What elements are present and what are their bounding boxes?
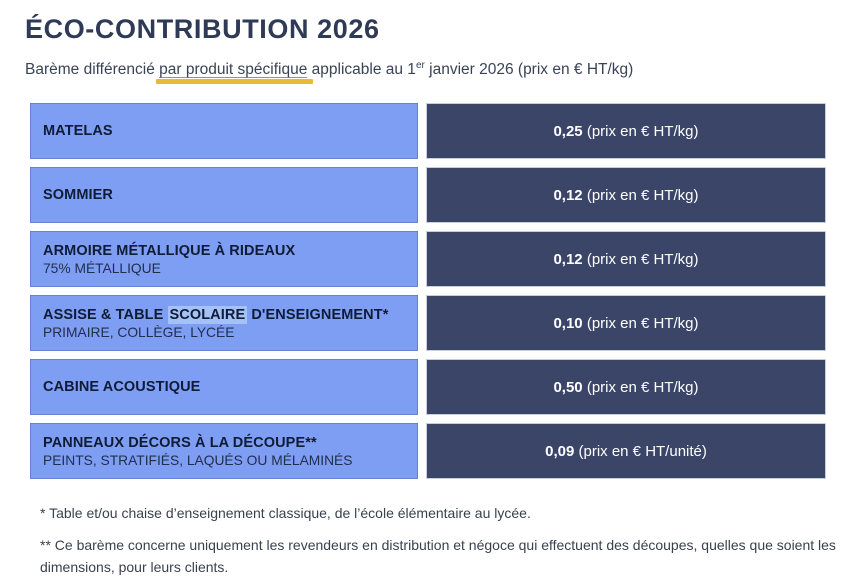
- product-sublabel: PEINTS, STRATIFIÉS, LAQUÉS OU MÉLAMINÉS: [43, 452, 353, 468]
- price-value: 0,10: [553, 314, 583, 332]
- price-unit: (prix en € HT/kg): [582, 186, 699, 204]
- product-row: SOMMIER 0,12 (prix en € HT/kg): [30, 167, 826, 224]
- price-cell: 0,09 (prix en € HT/unité): [426, 423, 826, 480]
- price-unit: (prix en € HT/kg): [582, 122, 699, 140]
- product-cell: MATELAS: [30, 103, 418, 160]
- product-cell: CABINE ACOUSTIQUE: [30, 359, 418, 416]
- product-row: ASSISE & TABLE SCOLAIRE D'ENSEIGNEMENT* P…: [30, 295, 826, 352]
- price-value: 0,25: [553, 122, 583, 140]
- product-label: SOMMIER: [43, 187, 113, 204]
- price-value: 0,09: [545, 442, 575, 460]
- price-value: 0,12: [553, 250, 583, 268]
- price-cell: 0,12 (prix en € HT/kg): [426, 167, 826, 224]
- product-label: PANNEAUX DÉCORS À LA DÉCOUPE**: [43, 434, 317, 451]
- product-cell: ASSISE & TABLE SCOLAIRE D'ENSEIGNEMENT* P…: [30, 295, 418, 352]
- price-unit: (prix en € HT/unité): [574, 442, 707, 460]
- footnote-1: * Table et/ou chaise d’enseignement clas…: [40, 505, 531, 522]
- subtitle-prefix: Barème différencié: [25, 61, 160, 79]
- product-row: CABINE ACOUSTIQUE 0,50 (prix en € HT/kg): [30, 359, 826, 416]
- product-row: MATELAS 0,25 (prix en € HT/kg): [30, 103, 826, 160]
- product-cell: PANNEAUX DÉCORS À LA DÉCOUPE** PEINTS, ST…: [30, 423, 418, 480]
- price-cell: 0,25 (prix en € HT/kg): [426, 103, 826, 160]
- subtitle-superscript: er: [415, 60, 425, 71]
- page-subtitle: Barème différencié par produit spécifiqu…: [25, 60, 856, 79]
- price-value: 0,50: [553, 378, 583, 396]
- product-sublabel: 75% MÉTALLIQUE: [43, 260, 161, 276]
- subtitle-mid: applicable au 1: [307, 61, 416, 79]
- product-label: ASSISE & TABLE SCOLAIRE D'ENSEIGNEMENT*: [43, 305, 389, 324]
- product-row: PANNEAUX DÉCORS À LA DÉCOUPE** PEINTS, ST…: [30, 423, 826, 480]
- product-cell: ARMOIRE MÉTALLIQUE À RIDEAUX 75% MÉTALLIQ…: [30, 231, 418, 288]
- product-cell: SOMMIER: [30, 167, 418, 224]
- page-title: ÉCO-CONTRIBUTION 2026: [25, 14, 380, 44]
- price-value: 0,12: [553, 186, 583, 204]
- highlighted-word: SCOLAIRE: [167, 305, 248, 324]
- price-cell: 0,12 (prix en € HT/kg): [426, 231, 826, 288]
- product-label: CABINE ACOUSTIQUE: [43, 379, 201, 396]
- product-row: ARMOIRE MÉTALLIQUE À RIDEAUX 75% MÉTALLIQ…: [30, 231, 826, 288]
- price-unit: (prix en € HT/kg): [582, 250, 699, 268]
- price-cell: 0,10 (prix en € HT/kg): [426, 295, 826, 352]
- pricing-table: MATELAS 0,25 (prix en € HT/kg) SOMMIER 0,12…: [30, 103, 826, 480]
- product-sublabel: PRIMAIRE, COLLÈGE, LYCÉE: [43, 324, 235, 340]
- price-unit: (prix en € HT/kg): [582, 378, 699, 396]
- price-unit: (prix en € HT/kg): [582, 314, 699, 332]
- subtitle-suffix: janvier 2026 (prix en € HT/kg): [424, 61, 634, 79]
- product-label: ARMOIRE MÉTALLIQUE À RIDEAUX: [43, 242, 296, 259]
- product-label: MATELAS: [43, 123, 113, 140]
- footnotes: * Table et/ou chaise d’enseignement clas…: [40, 502, 840, 578]
- subtitle-underlined-phrase: par produit spécifique: [159, 61, 308, 79]
- price-cell: 0,50 (prix en € HT/kg): [426, 359, 826, 416]
- footnote-2: ** Ce barème concerne uniquement les rev…: [40, 536, 836, 575]
